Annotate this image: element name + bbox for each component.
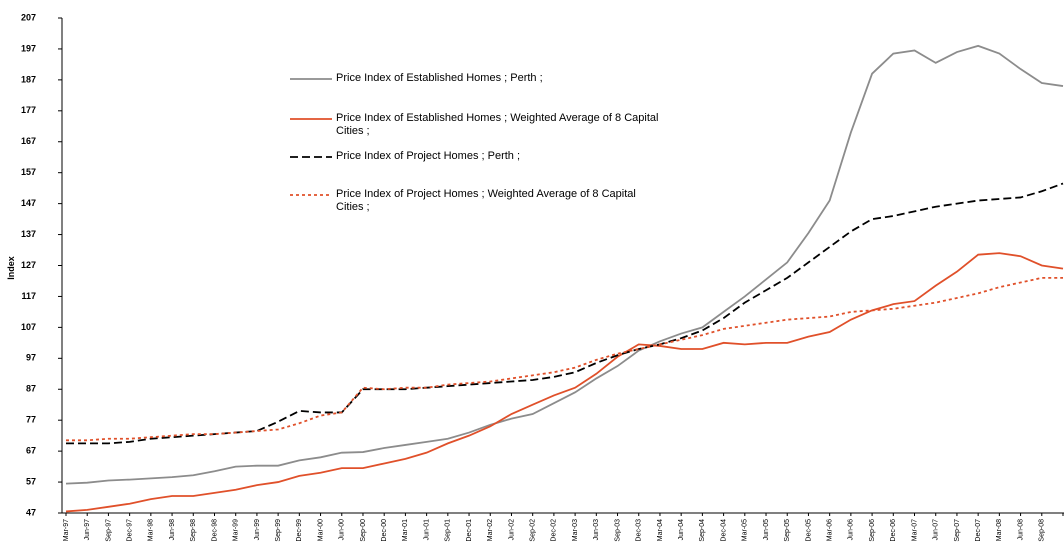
x-tick-label: Sep-04 — [699, 519, 706, 542]
x-tick-label: Jun-98 — [169, 519, 176, 541]
legend-label: Price Index of Established Homes ; Perth… — [336, 72, 543, 84]
x-tick-label: Mar-97 — [63, 519, 70, 541]
y-tick-label: 207 — [21, 12, 36, 22]
x-tick-label: Sep-05 — [784, 519, 791, 542]
y-tick-label: 117 — [21, 291, 36, 301]
x-tick-label: Sep-99 — [275, 519, 282, 542]
x-tick-label: Mar-08 — [996, 519, 1003, 541]
legend-label: Price Index of Established Homes ; Weigh… — [336, 112, 659, 137]
x-tick-label: Sep-08 — [1039, 519, 1046, 542]
x-tick-label: Dec-01 — [466, 519, 473, 542]
x-tick-label: Jun-07 — [933, 519, 940, 541]
y-tick-label: 197 — [21, 43, 36, 53]
x-tick-label: Mar-98 — [148, 519, 155, 541]
x-tick-label: Dec-99 — [296, 519, 303, 542]
y-tick-label: 167 — [21, 136, 36, 146]
x-tick-label: Mar-03 — [572, 519, 579, 541]
x-tick-label: Sep-03 — [614, 519, 621, 542]
x-tick-label: Dec-07 — [975, 519, 982, 542]
x-tick-label: Mar-00 — [317, 519, 324, 541]
x-tick-label: Mar-06 — [827, 519, 834, 541]
x-tick-label: Sep-00 — [360, 519, 367, 542]
y-tick-label: 57 — [26, 476, 36, 486]
y-tick-label: 177 — [21, 105, 36, 115]
series-line — [66, 182, 1064, 445]
y-axis-label: Index — [6, 256, 16, 280]
x-tick-label: Mar-99 — [233, 519, 240, 541]
x-tick-label: Mar-05 — [742, 519, 749, 541]
x-tick-label: Sep-01 — [445, 519, 452, 542]
x-tick-label: Dec-02 — [551, 519, 558, 542]
x-tick-label: Dec-00 — [381, 519, 388, 542]
y-tick-label: 107 — [21, 322, 36, 332]
x-tick-label: Jun-03 — [593, 519, 600, 541]
x-tick-label: Mar-01 — [402, 519, 409, 541]
x-tick-label: Sep-02 — [530, 519, 537, 542]
y-tick-label: 77 — [26, 415, 36, 425]
series-line — [65, 44, 1064, 485]
y-tick-label: 87 — [26, 384, 36, 394]
y-tick-label: 47 — [26, 507, 36, 517]
y-tick-label: 67 — [26, 446, 36, 456]
y-tick-label: 97 — [26, 353, 36, 363]
x-tick-label: Dec-97 — [126, 519, 133, 542]
x-tick-label: Mar-02 — [487, 519, 494, 541]
y-tick-label: 137 — [21, 229, 36, 239]
series-line — [65, 252, 1064, 513]
x-tick-label: Jun-05 — [763, 519, 770, 541]
legend-label: Price Index of Project Homes ; Weighted … — [336, 188, 636, 213]
x-tick-label: Mar-04 — [657, 519, 664, 541]
series-line — [66, 276, 1063, 442]
x-tick-label: Sep-06 — [869, 519, 876, 542]
x-tick-label: Dec-05 — [805, 519, 812, 542]
x-tick-label: Dec-04 — [720, 519, 727, 542]
x-tick-label: Jun-02 — [508, 519, 515, 541]
x-tick-label: Jun-99 — [254, 519, 261, 541]
x-tick-label: Jun-97 — [84, 519, 91, 541]
x-tick-label: Jun-01 — [423, 519, 430, 541]
x-tick-label: Jun-00 — [339, 519, 346, 541]
y-tick-label: 127 — [21, 260, 36, 270]
legend-label: Price Index of Project Homes ; Perth ; — [336, 150, 521, 162]
y-tick-label: 157 — [21, 167, 36, 177]
y-tick-label: 187 — [21, 74, 36, 84]
x-tick-label: Dec-03 — [636, 519, 643, 542]
x-tick-label: Sep-97 — [105, 519, 112, 542]
x-tick-label: Jun-04 — [678, 519, 685, 541]
x-tick-label: Jun-06 — [848, 519, 855, 541]
x-tick-label: Jun-08 — [1017, 519, 1024, 541]
x-tick-label: Sep-07 — [954, 519, 961, 542]
y-tick-label: 147 — [21, 198, 36, 208]
x-tick-label: Sep-98 — [190, 519, 197, 542]
x-tick-label: Mar-07 — [911, 519, 918, 541]
x-tick-label: Dec-06 — [890, 519, 897, 542]
x-tick-label: Dec-98 — [211, 519, 218, 542]
